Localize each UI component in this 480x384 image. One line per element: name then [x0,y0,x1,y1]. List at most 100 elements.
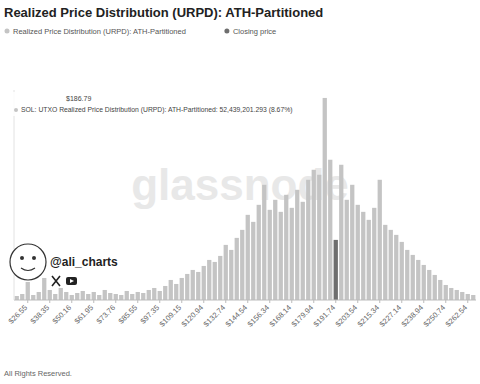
bar [20,294,24,300]
watermark: glassnode [131,160,349,209]
social-icons [52,276,77,286]
bar [26,282,30,300]
legend-swatch [5,29,10,34]
bar [114,294,118,300]
bar [438,280,442,300]
bar [174,284,178,300]
bar [158,291,162,300]
bar [361,212,365,300]
bar [125,291,129,300]
bar [130,294,134,300]
x-tick [159,300,160,303]
bar [37,292,41,300]
avatar-head [10,244,46,280]
bar [449,288,453,300]
bar [86,294,90,300]
x-tick [181,300,182,303]
avatar-mouth [21,268,35,271]
x-tick [247,300,248,303]
x-tick [401,300,402,303]
bar [350,185,354,300]
bar [273,200,277,300]
bar [433,275,437,300]
bar [108,293,112,300]
bar [191,270,195,300]
bar [81,291,85,300]
x-tick [313,300,314,303]
bar [339,165,343,300]
bar [15,296,19,300]
bar [196,272,200,300]
x-axis [14,300,476,301]
bar [262,185,266,300]
bar [31,295,35,300]
bar [141,293,145,300]
x-tick [27,300,28,303]
x-tick-label: $262.54 [444,303,470,329]
bar [372,208,376,300]
avatar-eye [20,256,24,260]
bar [48,290,52,300]
x-tick-label: $144.54 [224,303,250,329]
x-tick-label: $120.94 [180,303,206,329]
x-tick-label: $61.95 [73,303,96,326]
bar [317,175,321,300]
bar [295,190,299,300]
bar [400,242,404,300]
bar [301,202,305,300]
bar [367,220,371,300]
bar [213,262,217,300]
bar [207,260,211,300]
bar [92,292,96,300]
bar [323,98,327,300]
x-tick [269,300,270,303]
x-tick-label: $179.94 [290,303,316,329]
bar [334,240,338,300]
avatar [10,244,46,280]
legend-label: Closing price [233,27,276,36]
yt-play [70,279,74,283]
bar [389,230,393,300]
bar [471,295,475,300]
bar [64,292,68,300]
bar [394,235,398,300]
x-tick-label: $85.55 [117,303,140,326]
legend-label: Realized Price Distribution (URPD): ATH-… [13,27,186,36]
bar [466,294,470,300]
author-handle: @ali_charts [50,255,118,269]
legend-swatch [224,29,229,34]
x-tick [467,300,468,303]
tooltip-dot [14,108,18,112]
bar [147,290,151,300]
bar [240,230,244,300]
bar [103,290,107,300]
x-icon [52,276,60,286]
tooltip-box [10,92,310,116]
background [0,0,480,384]
bar [306,180,310,300]
bar [218,256,222,300]
x-tick [445,300,446,303]
bar [136,292,140,300]
x-tick-label: $156.34 [246,303,272,329]
bar [328,160,332,300]
bar [279,212,283,300]
bar [460,292,464,300]
bar [246,215,250,300]
bar [356,205,360,300]
bar [53,294,57,300]
bar [169,280,173,300]
x-tick [71,300,72,303]
bar [422,265,426,300]
bar [411,255,415,300]
x-tick [291,300,292,303]
bar [383,225,387,300]
bar [268,210,272,300]
x-tick-label: $26.55 [7,303,30,326]
x-tick-label: $73.76 [95,303,118,326]
bar [185,274,189,300]
x-tick-label: $168.14 [268,303,294,329]
bar [345,200,349,300]
bar [235,238,239,300]
bar [444,285,448,300]
